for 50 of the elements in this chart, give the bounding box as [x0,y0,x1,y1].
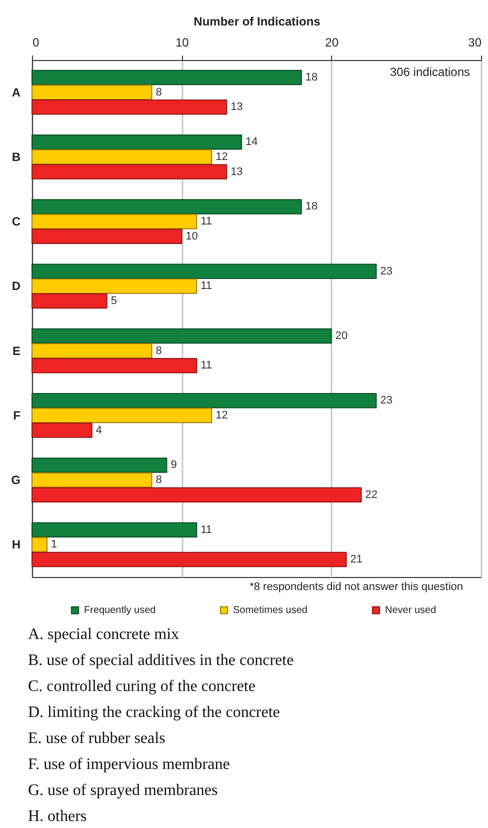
y-tick-label: H [12,538,20,552]
text: C. controlled curing of the concrete [28,678,256,695]
text: D. limiting the cracking of the concrete [28,704,280,721]
data-label: 11 [200,280,212,292]
data-label: 21 [350,554,363,566]
legend-label: Sometimes used [233,605,308,616]
data-label: 18 [305,200,318,213]
y-tick-label: A [12,85,21,100]
text: G. use of sprayed membranes [28,782,218,799]
data-label: 11 [200,524,212,536]
data-label: 11 [200,216,212,228]
x-tick-label: 10 [175,36,190,50]
y-tick-label: B [12,150,21,164]
data-label: 9 [170,459,177,472]
data-label: 18 [305,71,318,84]
x-tick-label: 0 [32,36,40,50]
x-tick-label: 30 [468,36,482,50]
annotation: 306 indications [390,65,470,79]
data-label: 11 [200,360,212,372]
data-label: 13 [230,166,243,178]
data-label: 12 [216,409,228,422]
data-label: 5 [110,295,117,308]
legend-label: Frequently used [84,605,156,616]
x-axis-title: Number of Indications [194,14,321,28]
data-label: 4 [96,424,102,436]
text: H. others [28,808,87,825]
x-tick-label: 20 [325,36,339,50]
y-tick-label: E [12,344,20,358]
y-tick-label: F [13,408,20,422]
data-label: 1 [50,538,58,551]
y-tick-label: G [11,473,20,488]
data-label: 23 [380,394,392,407]
data-label: 14 [246,136,258,148]
text: B. use of special additives in the concrete [28,652,294,669]
data-label: 10 [186,230,198,242]
data-label: 8 [156,344,162,357]
data-label: 22 [365,488,378,501]
text: F. use of impervious membrane [28,756,230,773]
text: A. special concrete mix [28,626,180,643]
data-label: 20 [335,330,348,342]
data-label: 12 [216,150,228,163]
data-label: 8 [156,86,162,98]
text: *8 respondents did not answer this question [250,581,463,593]
data-label: 13 [230,101,243,114]
legend-label: Never used [385,605,436,616]
data-label: 23 [380,265,392,278]
y-tick-label: D [12,279,21,294]
text: E. use of rubber seals [28,730,166,747]
y-tick-label: C [12,214,21,229]
data-label: 8 [156,474,162,486]
